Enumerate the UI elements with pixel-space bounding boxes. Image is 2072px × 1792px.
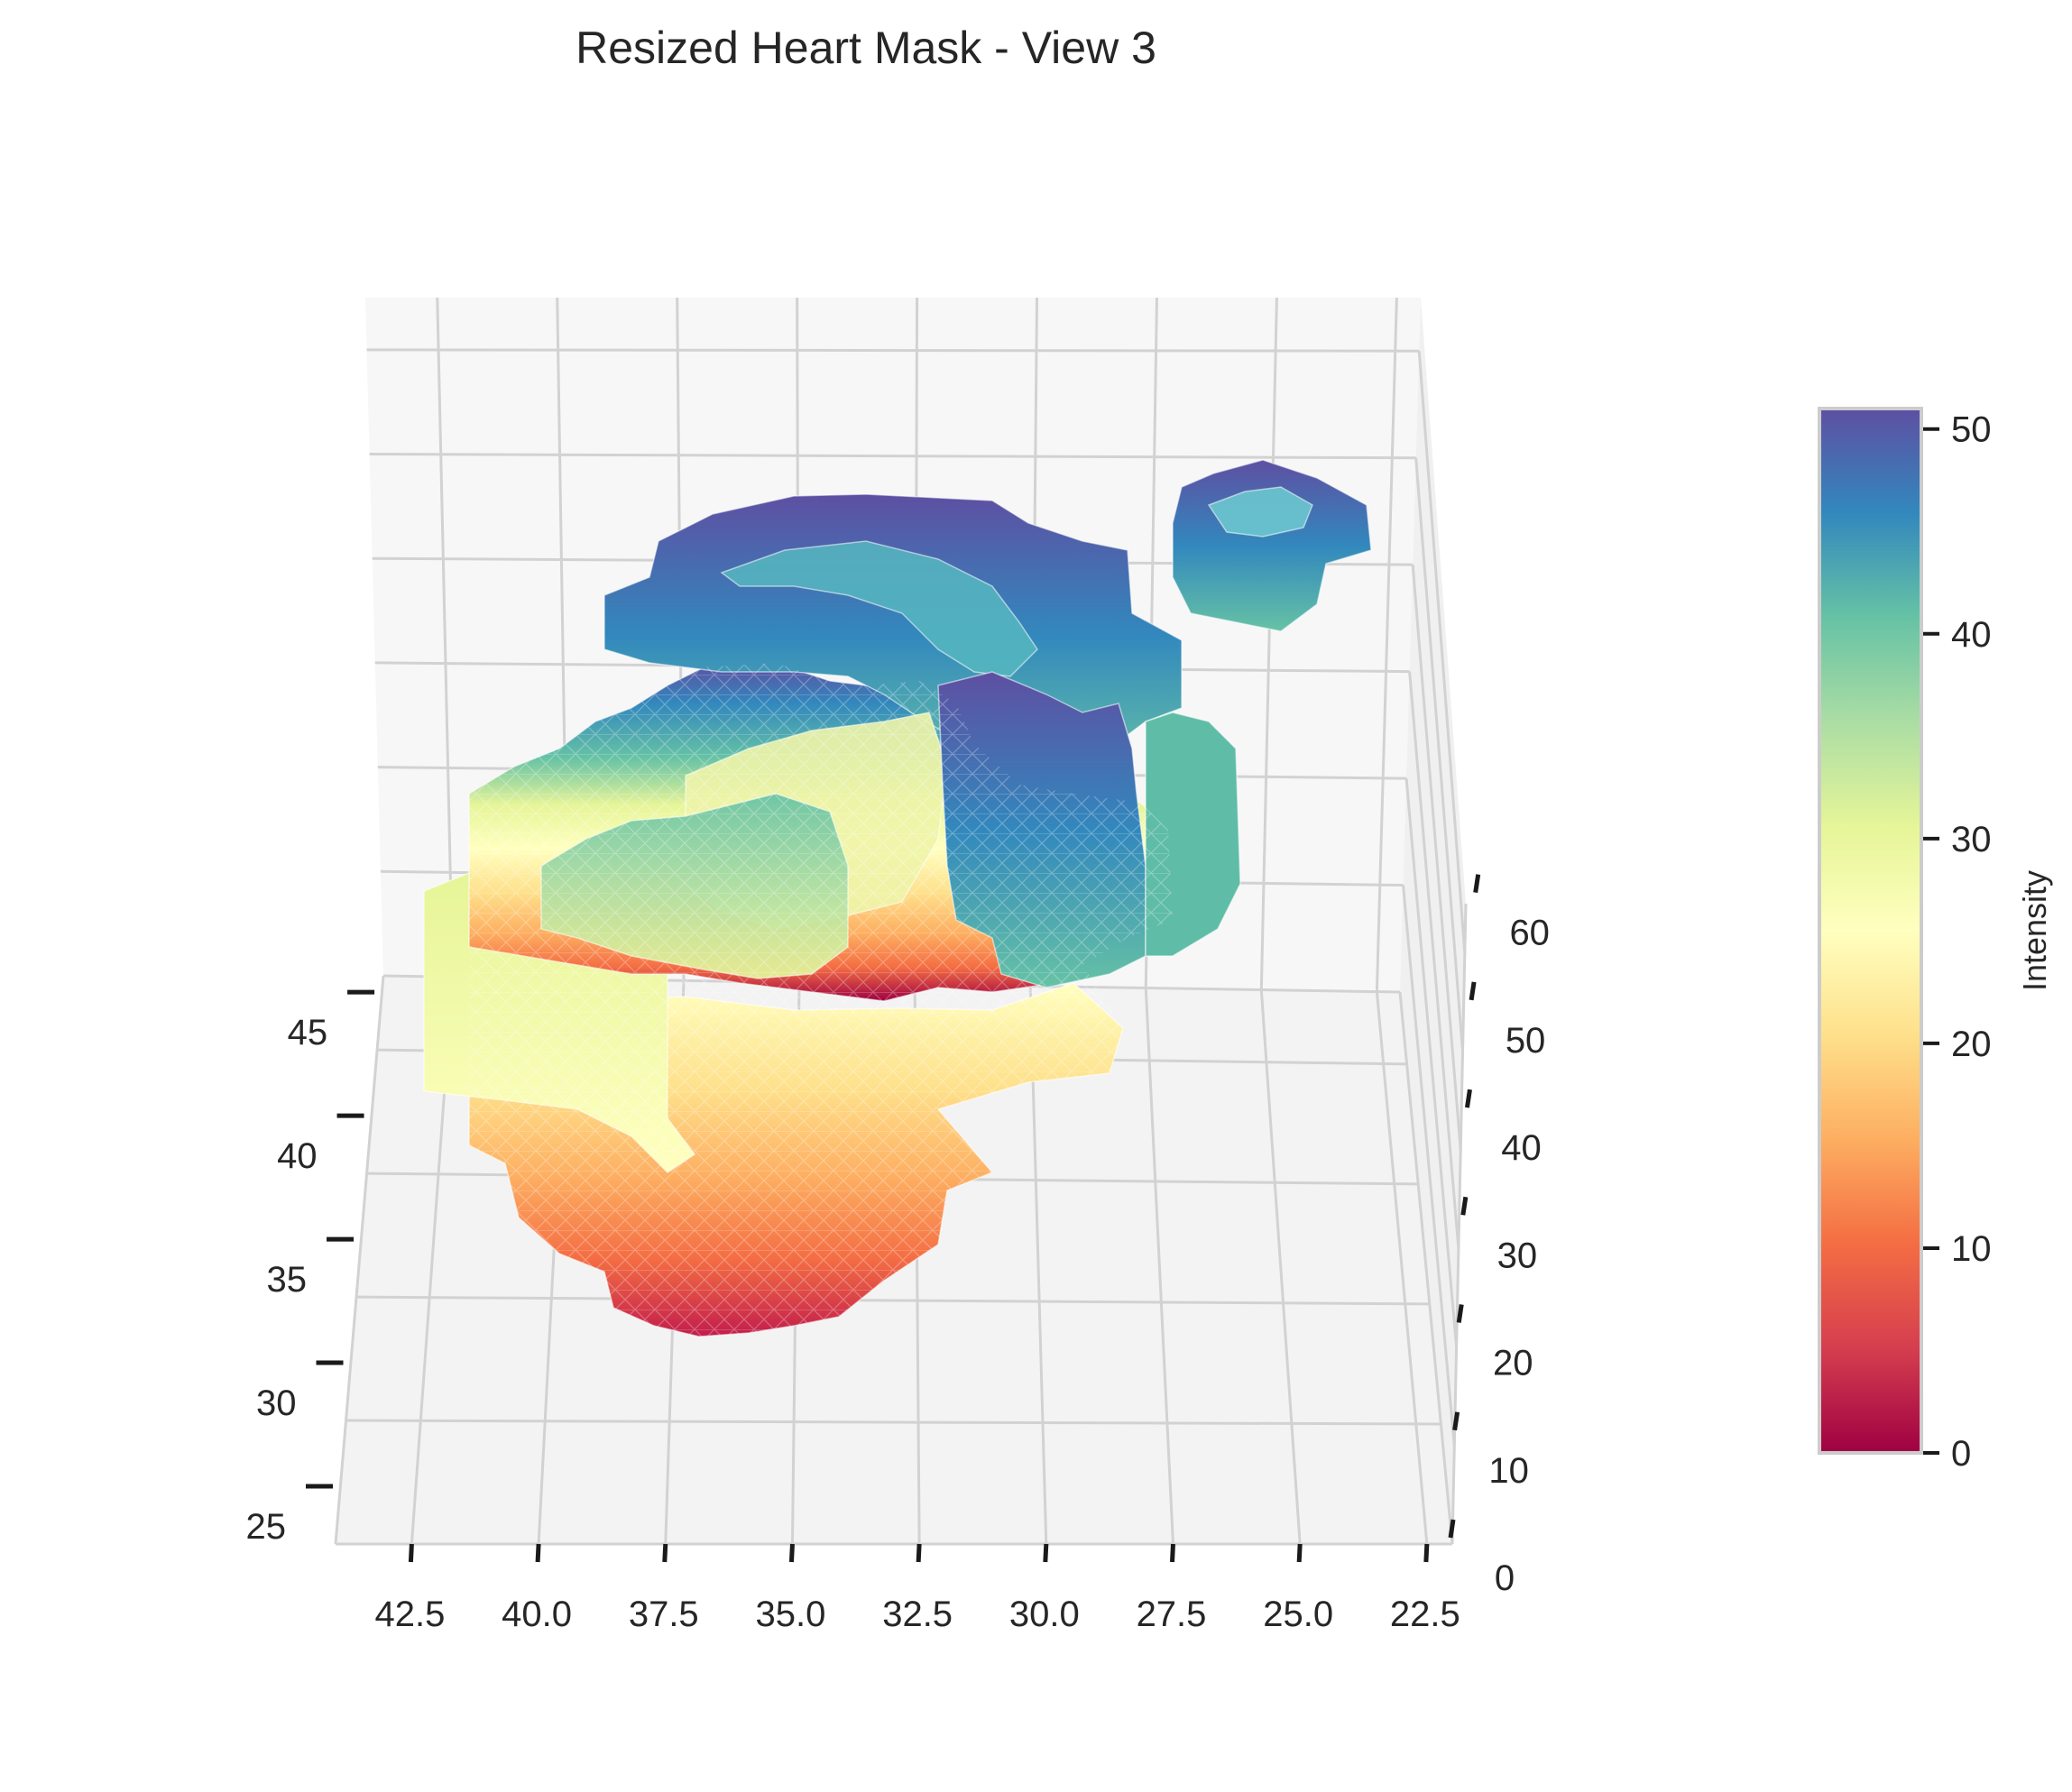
pane-edge <box>334 975 385 1545</box>
x-tick-mark <box>916 1543 922 1563</box>
colorbar-tick-label: 20 <box>1951 1025 1992 1064</box>
grid-line-z <box>369 453 1416 460</box>
x-tick-label: 32.5 <box>882 1594 953 1634</box>
colorbar-tick-label: 50 <box>1951 410 1992 450</box>
x-tick-label: 30.0 <box>1009 1594 1080 1634</box>
x-tick-label: 22.5 <box>1390 1594 1460 1634</box>
grid-line-x <box>436 297 455 978</box>
x-tick-mark <box>1170 1543 1175 1563</box>
x-tick-label: 40.0 <box>502 1594 572 1634</box>
x-tick-label: 27.5 <box>1137 1594 1207 1634</box>
surface-3d <box>423 459 1372 1337</box>
x-axis: 42.5 40.0 37.5 35.0 32.5 30.0 27.5 25.0 22.5 <box>374 1543 1460 1634</box>
surface-mesh-overlay <box>469 663 1173 1337</box>
colorbar-tick-label: 0 <box>1951 1434 1971 1474</box>
surface-blue-ring-inner <box>720 540 1038 677</box>
z-tick-label: 40 <box>1501 1128 1542 1168</box>
colorbar-ticks: 0 10 20 30 40 50 <box>1923 410 1992 1474</box>
grid-line-x <box>1144 988 1174 1545</box>
chart-title: Resized Heart Mask - View 3 <box>576 23 1156 73</box>
x-tick-mark <box>1423 1543 1430 1563</box>
x-tick-label: 25.0 <box>1263 1594 1333 1634</box>
grid-line-z <box>1417 351 1467 953</box>
pane-edge <box>1450 903 1468 1545</box>
z-axis: 0 10 20 30 40 50 60 <box>1448 874 1550 1598</box>
grid-line-z <box>1404 777 1459 1347</box>
z-tick-label: 10 <box>1488 1451 1529 1491</box>
z-tick-label: 0 <box>1495 1558 1515 1598</box>
z-tick-label: 30 <box>1497 1236 1538 1275</box>
x-tick-label: 37.5 <box>629 1594 699 1634</box>
y-tick-label: 45 <box>288 1013 328 1052</box>
colorbar: 0 10 20 30 40 50 Intensity <box>1818 407 2053 1474</box>
colorbar-gradient <box>1818 407 1923 1455</box>
x-tick-mark <box>662 1543 668 1563</box>
y-tick-label: 35 <box>267 1260 308 1300</box>
z-tick-label: 50 <box>1506 1021 1546 1061</box>
z-tick-label: 20 <box>1493 1344 1533 1383</box>
grid-line-x <box>1259 297 1278 990</box>
grid-line-z <box>366 348 1420 353</box>
x-tick-mark <box>535 1543 541 1563</box>
z-tick-mark <box>1460 1196 1469 1216</box>
colorbar-tick-label: 30 <box>1951 820 1992 859</box>
grid-line-x <box>1375 991 1429 1545</box>
z-tick-mark <box>1456 1304 1464 1323</box>
z-tick-mark <box>1469 981 1477 1001</box>
x-tick-label: 35.0 <box>756 1594 826 1634</box>
y-tick-label: 40 <box>277 1136 318 1176</box>
x-tick-mark <box>1043 1543 1049 1563</box>
colorbar-tick-label: 40 <box>1951 615 1992 655</box>
surface-small-ring-hole <box>1207 486 1313 538</box>
grid-line-z <box>1408 671 1460 1249</box>
x-tick-mark <box>788 1543 795 1563</box>
colorbar-tick-label: 10 <box>1951 1229 1992 1269</box>
grid-line-x <box>1375 297 1398 992</box>
grid-line-y <box>345 1419 1441 1426</box>
grid-line-y <box>356 1295 1430 1306</box>
x-tick-label: 42.5 <box>374 1594 445 1634</box>
x-tick-mark <box>1296 1543 1303 1563</box>
grid-line-z <box>1411 565 1462 1151</box>
y-tick-label: 30 <box>256 1383 297 1423</box>
z-tick-mark <box>1452 1411 1460 1431</box>
x-tick-mark <box>408 1543 414 1563</box>
z-tick-label: 60 <box>1509 914 1550 953</box>
z-tick-mark <box>1448 1519 1456 1539</box>
z-tick-mark <box>1464 1089 1472 1108</box>
z-tick-mark <box>1473 874 1481 893</box>
y-axis: 25 30 35 40 45 <box>246 989 375 1547</box>
grid-line-z <box>1414 457 1465 1052</box>
y-tick-label: 25 <box>246 1507 287 1547</box>
grid-line-x <box>1259 989 1302 1545</box>
colorbar-label: Intensity <box>2016 870 2053 991</box>
grid-line-z <box>1402 885 1456 1446</box>
grid-line-z <box>1398 991 1454 1545</box>
